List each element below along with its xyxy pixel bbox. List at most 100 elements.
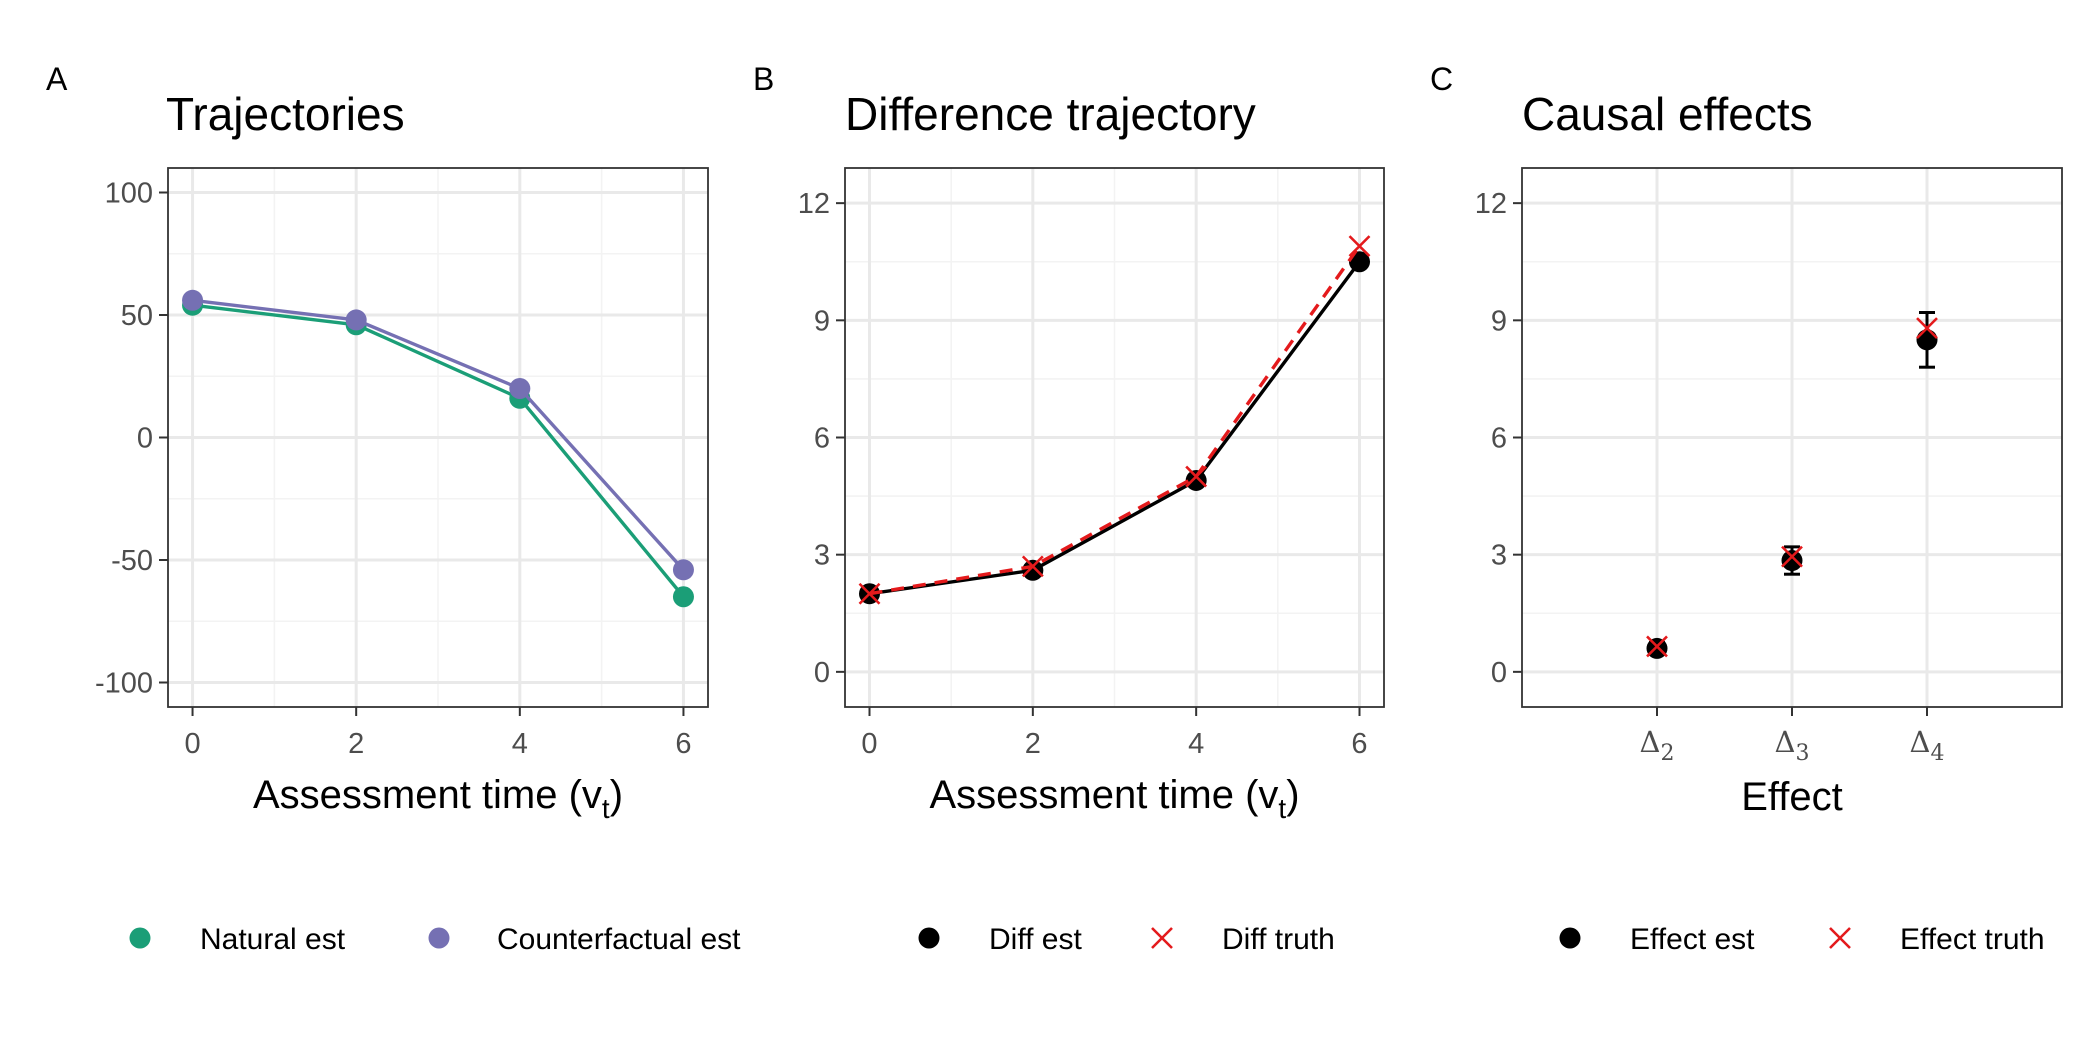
x-tick-label-base: Δ bbox=[1910, 725, 1931, 759]
data-point-cross bbox=[1781, 545, 1803, 568]
cross-stroke bbox=[1151, 927, 1173, 949]
panel-letter: C bbox=[1430, 61, 1453, 97]
series-2 bbox=[858, 235, 1371, 605]
series-line bbox=[192, 303, 685, 598]
x-tick-label: Δ4 bbox=[1910, 725, 1945, 766]
x-axis-title: Effect bbox=[1741, 775, 1843, 819]
x-axis-title-suffix: ) bbox=[610, 773, 623, 817]
series-line bbox=[869, 260, 1361, 596]
x-tick-label-subscript: 2 bbox=[1660, 741, 1674, 766]
legend-3: Effect est Effect truth bbox=[1559, 923, 2045, 956]
x-axis-title-subscript: t bbox=[602, 793, 610, 824]
data-point bbox=[345, 309, 367, 331]
y-tick-label: 9 bbox=[814, 305, 830, 337]
data-point-cross bbox=[1916, 317, 1938, 340]
data-point bbox=[182, 289, 204, 311]
legend-label: Effect est bbox=[1630, 923, 1755, 956]
y-tick-label: 6 bbox=[814, 423, 830, 455]
y-tick-label: 0 bbox=[137, 423, 153, 455]
cross-stroke bbox=[1348, 235, 1371, 258]
series-2 bbox=[182, 289, 694, 581]
y-tick-label: 100 bbox=[105, 178, 153, 210]
y-tick-label: 0 bbox=[814, 657, 830, 689]
data-point-cross bbox=[1348, 235, 1371, 258]
x-axis-title-subscript: t bbox=[1278, 793, 1286, 824]
x-tick-label-base: Δ bbox=[1775, 725, 1796, 759]
panel-a: A Trajectories -100 -50 0 50 100 0 2 4 6 Assessment… bbox=[46, 61, 709, 824]
y-tick-label: 50 bbox=[121, 300, 153, 332]
legend-key bbox=[1829, 927, 1851, 949]
x-tick-label-subscript: 3 bbox=[1795, 741, 1809, 766]
x-tick-label-subscript: 4 bbox=[1930, 741, 1944, 766]
y-tick-label: -100 bbox=[95, 668, 153, 700]
legend-label: Counterfactual est bbox=[497, 923, 741, 956]
legend-key bbox=[1151, 927, 1173, 949]
y-tick-label: 6 bbox=[1491, 423, 1507, 455]
cross-stroke bbox=[1781, 545, 1803, 568]
x-tick-label: 6 bbox=[675, 728, 691, 760]
y-tick-label: -50 bbox=[111, 545, 153, 577]
panel-title: Difference trajectory bbox=[845, 88, 1256, 140]
legend-label: Diff est bbox=[989, 923, 1082, 956]
panel-title: Trajectories bbox=[166, 88, 405, 140]
data-point bbox=[1022, 559, 1044, 581]
x-tick-label: 2 bbox=[1025, 728, 1041, 760]
series-line bbox=[869, 245, 1361, 596]
data-point-cross bbox=[1185, 465, 1208, 488]
x-tick-label-base: Δ bbox=[1640, 725, 1661, 759]
x-tick-label: Δ3 bbox=[1775, 725, 1810, 766]
y-tick-label: 3 bbox=[1491, 540, 1507, 572]
data-point bbox=[672, 586, 694, 608]
y-tick-label: 12 bbox=[798, 188, 830, 220]
legend-label: Diff truth bbox=[1222, 923, 1335, 956]
x-tick-label: 0 bbox=[184, 728, 200, 760]
data-point bbox=[1646, 637, 1668, 659]
data-point bbox=[1916, 329, 1938, 351]
data-point bbox=[672, 559, 694, 581]
x-axis-title-suffix: ) bbox=[1286, 773, 1299, 817]
cross-stroke bbox=[1646, 635, 1668, 658]
panel-b: B Difference trajectory 0 3 6 9 12 0 2 4 6 Assessme… bbox=[753, 61, 1385, 824]
cross-stroke bbox=[1021, 555, 1044, 578]
x-axis-title-main: Assessment time (v bbox=[929, 773, 1278, 817]
series-effect-truth bbox=[1646, 317, 1938, 658]
legend-key bbox=[129, 927, 151, 949]
y-tick-label: 3 bbox=[814, 540, 830, 572]
data-point-cross bbox=[1646, 635, 1668, 658]
x-tick-label: 4 bbox=[512, 728, 528, 760]
panel-letter: B bbox=[753, 61, 774, 97]
data-point bbox=[1349, 251, 1370, 273]
y-tick-label: 12 bbox=[1475, 188, 1507, 220]
data-point-cross bbox=[1021, 555, 1044, 578]
legend-label: Effect truth bbox=[1900, 923, 2045, 956]
series-line bbox=[192, 298, 685, 571]
data-point-cross bbox=[858, 582, 881, 605]
legend-2: Diff est Diff truth bbox=[918, 923, 1335, 956]
x-tick-label: Δ2 bbox=[1640, 725, 1675, 766]
x-tick-label: 4 bbox=[1188, 728, 1204, 760]
cross-stroke bbox=[858, 582, 881, 605]
cross-stroke bbox=[1829, 927, 1851, 949]
legend-1: Natural est Counterfactual est bbox=[129, 923, 741, 956]
y-tick-label: 9 bbox=[1491, 305, 1507, 337]
x-tick-label: 0 bbox=[861, 728, 877, 760]
data-point bbox=[1781, 550, 1803, 572]
legend-key bbox=[918, 927, 940, 949]
legend-key bbox=[428, 927, 450, 949]
x-tick-label: 2 bbox=[348, 728, 364, 760]
x-tick-label: 6 bbox=[1351, 728, 1367, 760]
data-point bbox=[509, 378, 531, 399]
data-point bbox=[1185, 469, 1207, 491]
cross-stroke bbox=[1916, 317, 1938, 340]
y-tick-label: 0 bbox=[1491, 657, 1507, 689]
legend-key bbox=[1559, 927, 1581, 949]
panel-title: Causal effects bbox=[1522, 88, 1813, 140]
legend-label: Natural est bbox=[200, 923, 346, 956]
x-axis-title: Assessment time (vt) bbox=[929, 773, 1299, 824]
x-axis-title-main: Assessment time (v bbox=[253, 773, 602, 817]
panel-letter: A bbox=[46, 61, 68, 97]
x-axis-title: Assessment time (vt) bbox=[253, 773, 623, 824]
cross-stroke bbox=[1185, 465, 1208, 488]
